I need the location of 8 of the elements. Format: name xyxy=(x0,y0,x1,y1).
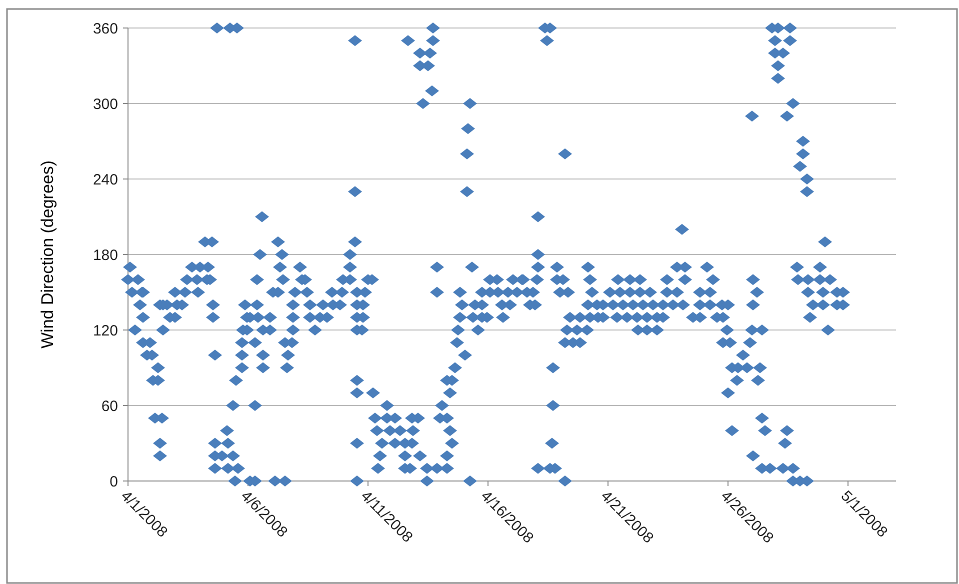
y-tick-label: 60 xyxy=(101,398,118,415)
y-axis-title: Wind Direction (degrees) xyxy=(38,160,57,349)
y-tick-label: 180 xyxy=(92,246,118,264)
y-tick-label: 120 xyxy=(92,322,118,340)
y-tick-label: 360 xyxy=(92,20,118,38)
y-tick-label: 300 xyxy=(92,96,118,113)
y-tick-label: 0 xyxy=(110,473,118,490)
y-tick-label: 240 xyxy=(92,171,118,188)
